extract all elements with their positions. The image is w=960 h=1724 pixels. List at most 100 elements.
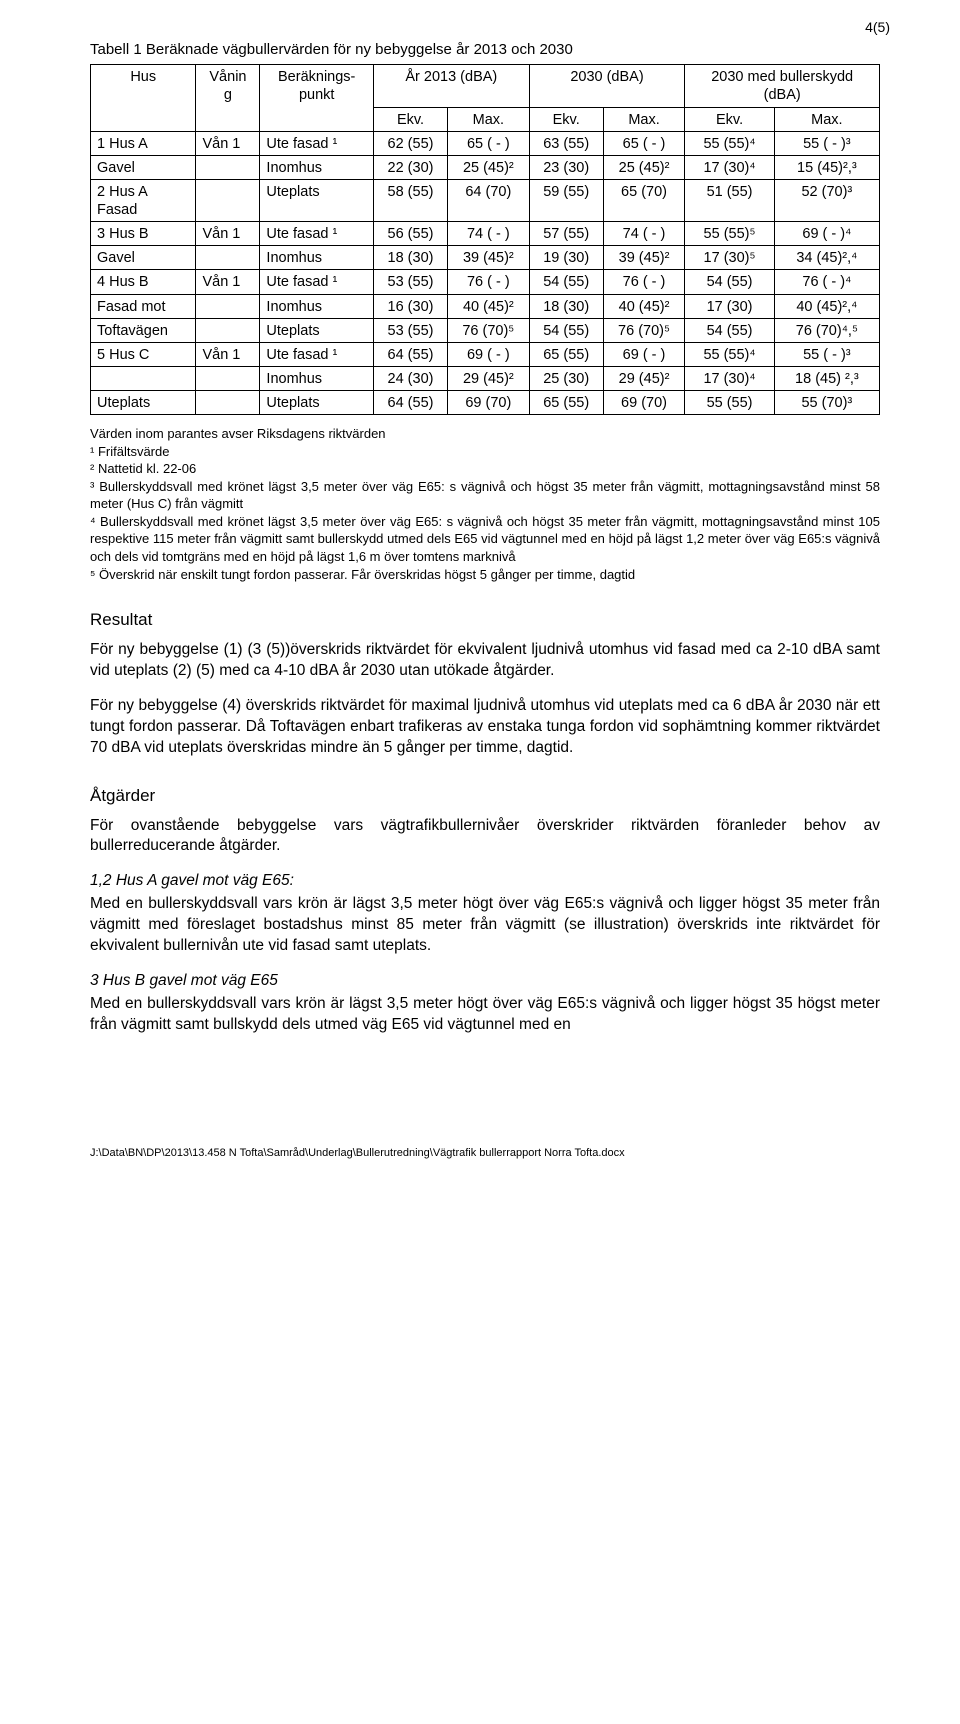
cell-value: 29 (45)²: [448, 366, 530, 390]
document-page: 4(5) Tabell 1 Beräknade vägbullervärden …: [0, 0, 960, 1221]
table-row: Fasad motInomhus16 (30)40 (45)²18 (30)40…: [91, 294, 880, 318]
cell-value: 69 (70): [603, 391, 685, 415]
cell-value: 55 (55)⁴: [685, 342, 774, 366]
table-row: 4 Hus BVån 1Ute fasad ¹53 (55)76 ( - )54…: [91, 270, 880, 294]
cell-value: 55 (70)³: [774, 391, 879, 415]
footer-path: J:\Data\BN\DP\2013\13.458 N Tofta\Samråd…: [90, 1146, 880, 1161]
row-punkt: Inomhus: [260, 155, 374, 179]
row-punkt: Uteplats: [260, 318, 374, 342]
cell-value: 39 (45)²: [448, 246, 530, 270]
col-group-2013: År 2013 (dBA): [373, 65, 529, 107]
row-vaning: [196, 318, 260, 342]
case-a-heading: 1,2 Hus A gavel mot väg E65:: [90, 872, 294, 889]
cell-value: 57 (55): [529, 222, 603, 246]
row-label: Toftavägen: [91, 318, 196, 342]
cell-value: 76 (70)⁵: [603, 318, 685, 342]
row-vaning: [196, 391, 260, 415]
row-punkt: Ute fasad ¹: [260, 270, 374, 294]
cell-value: 17 (30)⁴: [685, 366, 774, 390]
row-label: 1 Hus A: [91, 131, 196, 155]
row-vaning: [196, 246, 260, 270]
table-row: UteplatsUteplats64 (55)69 (70)65 (55)69 …: [91, 391, 880, 415]
row-vaning: [196, 366, 260, 390]
note-4: ⁴ Bullerskyddsvall med krönet lägst 3,5 …: [90, 513, 880, 566]
cell-value: 23 (30): [529, 155, 603, 179]
row-label: [91, 366, 196, 390]
cell-value: 74 ( - ): [603, 222, 685, 246]
col-group-2030s: 2030 med bullerskydd (dBA): [685, 65, 880, 107]
cell-value: 69 ( - ): [448, 342, 530, 366]
cell-value: 51 (55): [685, 179, 774, 221]
table-row: 3 Hus BVån 1Ute fasad ¹56 (55)74 ( - )57…: [91, 222, 880, 246]
cell-value: 53 (55): [373, 318, 447, 342]
cell-value: 18 (45) ²,³: [774, 366, 879, 390]
col-ekv-3: Ekv.: [685, 107, 774, 131]
table-row: ToftavägenUteplats53 (55)76 (70)⁵54 (55)…: [91, 318, 880, 342]
cell-value: 16 (30): [373, 294, 447, 318]
row-vaning: [196, 179, 260, 221]
cell-value: 63 (55): [529, 131, 603, 155]
table-row: GavelInomhus18 (30)39 (45)²19 (30)39 (45…: [91, 246, 880, 270]
cell-value: 54 (55): [685, 318, 774, 342]
cell-value: 55 ( - )³: [774, 342, 879, 366]
table-row: GavelInomhus22 (30)25 (45)²23 (30)25 (45…: [91, 155, 880, 179]
cell-value: 76 (70)⁵: [448, 318, 530, 342]
row-vaning: Vån 1: [196, 222, 260, 246]
row-vaning: Vån 1: [196, 131, 260, 155]
row-punkt: Ute fasad ¹: [260, 342, 374, 366]
row-punkt: Ute fasad ¹: [260, 131, 374, 155]
case-b-heading: 3 Hus B gavel mot väg E65: [90, 972, 278, 989]
row-punkt: Inomhus: [260, 366, 374, 390]
cell-value: 34 (45)²,⁴: [774, 246, 879, 270]
cell-value: 15 (45)²,³: [774, 155, 879, 179]
cell-value: 58 (55): [373, 179, 447, 221]
cell-value: 55 (55): [685, 391, 774, 415]
cell-value: 22 (30): [373, 155, 447, 179]
cell-value: 65 (70): [603, 179, 685, 221]
col-ekv-1: Ekv.: [373, 107, 447, 131]
atgarder-heading: Åtgärder: [90, 785, 880, 808]
cell-value: 29 (45)²: [603, 366, 685, 390]
table-caption: Tabell 1 Beräknade vägbullervärden för n…: [90, 40, 880, 60]
case-b-text: Med en bullerskyddsvall vars krön är läg…: [90, 994, 880, 1036]
cell-value: 62 (55): [373, 131, 447, 155]
col-hus: Hus: [91, 65, 196, 131]
page-number: 4(5): [865, 18, 890, 37]
note-3: ³ Bullerskyddsvall med krönet lägst 3,5 …: [90, 478, 880, 513]
case-a-text: Med en bullerskyddsvall vars krön är läg…: [90, 894, 880, 957]
cell-value: 65 (55): [529, 391, 603, 415]
cell-value: 17 (30): [685, 294, 774, 318]
cell-value: 55 ( - )³: [774, 131, 879, 155]
row-vaning: [196, 294, 260, 318]
cell-value: 55 (55)⁴: [685, 131, 774, 155]
cell-value: 69 (70): [448, 391, 530, 415]
row-label: Gavel: [91, 246, 196, 270]
row-label: 2 Hus A Fasad: [91, 179, 196, 221]
cell-value: 56 (55): [373, 222, 447, 246]
cell-value: 76 ( - ): [603, 270, 685, 294]
note-1: ¹ Frifältsvärde: [90, 443, 880, 461]
cell-value: 17 (30)⁵: [685, 246, 774, 270]
resultat-heading: Resultat: [90, 609, 880, 632]
cell-value: 25 (45)²: [603, 155, 685, 179]
cell-value: 59 (55): [529, 179, 603, 221]
cell-value: 40 (45)²: [603, 294, 685, 318]
cell-value: 54 (55): [529, 318, 603, 342]
resultat-p1: För ny bebyggelse (1) (3 (5))överskrids …: [90, 640, 880, 682]
cell-value: 40 (45)²,⁴: [774, 294, 879, 318]
cell-value: 64 (55): [373, 342, 447, 366]
col-max-1: Max.: [448, 107, 530, 131]
col-vaning: Vånin g: [196, 65, 260, 131]
note-5: ⁵ Överskrid när enskilt tungt fordon pas…: [90, 566, 880, 584]
cell-value: 54 (55): [685, 270, 774, 294]
cell-value: 69 ( - ): [603, 342, 685, 366]
table-row: 5 Hus CVån 1Ute fasad ¹64 (55)69 ( - )65…: [91, 342, 880, 366]
cell-value: 19 (30): [529, 246, 603, 270]
cell-value: 65 ( - ): [448, 131, 530, 155]
row-label: 5 Hus C: [91, 342, 196, 366]
table-footnotes: Värden inom parantes avser Riksdagens ri…: [90, 425, 880, 583]
row-punkt: Uteplats: [260, 179, 374, 221]
row-label: 3 Hus B: [91, 222, 196, 246]
table-head-row-1: Hus Vånin g Beräknings- punkt År 2013 (d…: [91, 65, 880, 107]
col-group-2030: 2030 (dBA): [529, 65, 685, 107]
